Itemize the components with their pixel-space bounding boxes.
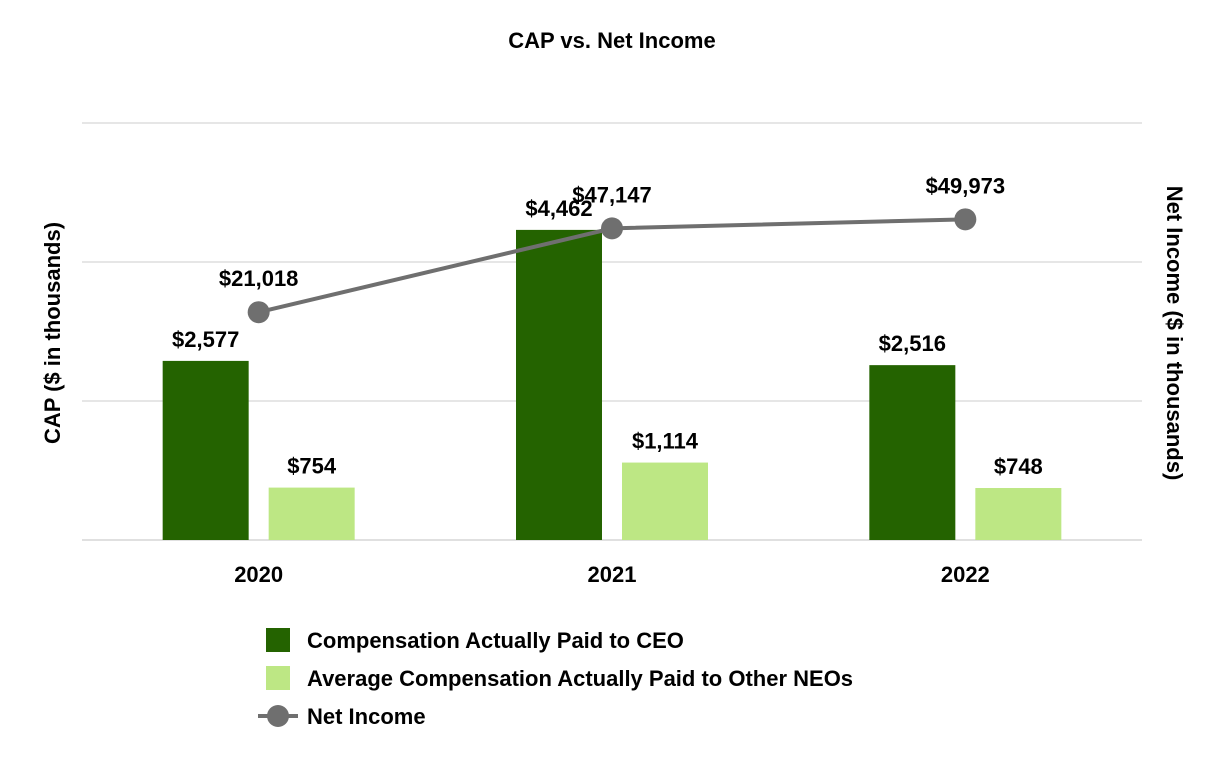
neo-cap-bar: [622, 462, 708, 540]
x-tick-label: 2021: [588, 562, 637, 587]
net-income-point: [601, 217, 623, 240]
bar-data-label: $1,114: [632, 429, 699, 454]
legend-label: Average Compensation Actually Paid to Ot…: [307, 666, 853, 691]
line-data-label: $47,147: [572, 182, 652, 207]
neo-cap-bar: [268, 487, 355, 540]
line-data-label: $49,973: [926, 173, 1006, 198]
ceo-cap-bar: [162, 360, 249, 540]
legend: Compensation Actually Paid to CEO Average…: [258, 628, 853, 729]
bar-data-label: $2,577: [172, 327, 239, 352]
legend-label: Net Income: [307, 704, 426, 729]
line-data-label: $21,018: [219, 266, 299, 291]
x-axis-ticks: 2020 2021 2022: [234, 562, 990, 587]
bar-data-label: $748: [994, 454, 1043, 479]
y-axis-title: CAP ($ in thousands): [40, 222, 65, 444]
bar-data-label: $754: [287, 454, 337, 479]
x-tick-label: 2020: [234, 562, 283, 587]
ceo-cap-bar: [516, 229, 602, 541]
net-income-line: [247, 208, 977, 324]
net-income-point: [247, 301, 270, 324]
x-tick-label: 2022: [941, 562, 990, 587]
legend-label: Compensation Actually Paid to CEO: [307, 628, 684, 653]
bar-data-label: $4,462: [525, 196, 592, 221]
chart-title: CAP vs. Net Income: [508, 28, 715, 53]
legend-swatch: [266, 628, 290, 652]
net-income-point: [954, 208, 977, 231]
legend-swatch: [266, 666, 290, 690]
data-labels: $2,577 $754 $4,462 $1,114 $2,516 $748 $21,018 $…: [172, 173, 1043, 479]
y2-axis-title: Net Income ($ in thousands): [1162, 186, 1187, 481]
gridlines: [82, 122, 1142, 541]
neo-cap-bar: [975, 488, 1062, 540]
ceo-cap-bar: [869, 365, 956, 540]
bar-data-label: $2,516: [879, 331, 946, 356]
legend-point-marker: [267, 705, 289, 727]
bars: [162, 229, 1062, 541]
